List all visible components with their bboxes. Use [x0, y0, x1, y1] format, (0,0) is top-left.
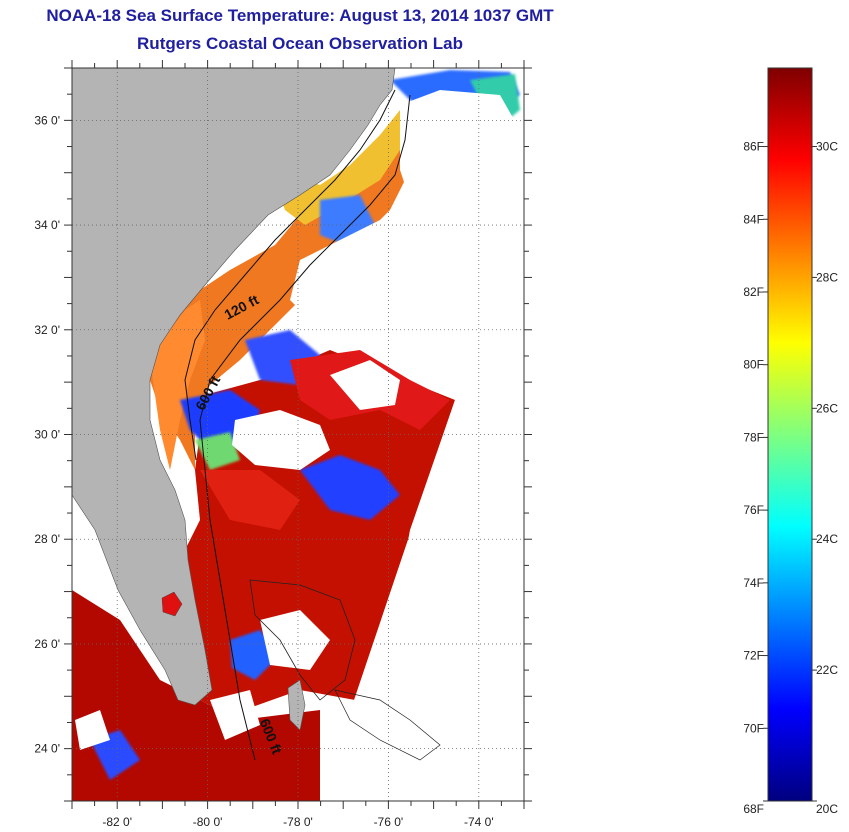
sst-field [72, 68, 524, 801]
lat-tick-label: 30 0' [34, 428, 60, 442]
lon-tick-label: -74 0' [464, 815, 494, 829]
colorbar-c-label: 20C [816, 802, 838, 816]
depth-contour-120ft [184, 89, 396, 461]
cloud-no-data-region [232, 410, 330, 470]
land-lake [161, 591, 183, 617]
land-bahamas-bank-outline [249, 579, 356, 701]
colorbar-f-label: 80F [743, 358, 764, 372]
cloud-no-data-region [75, 710, 110, 750]
sst-shelf-yellow [270, 110, 400, 225]
lat-tick-label: 28 0' [34, 532, 60, 546]
colorbar-c-label: 28C [816, 270, 838, 284]
lat-tick-label: 32 0' [34, 323, 60, 337]
cloud-no-data-region [330, 360, 400, 410]
sst-straits-water [72, 590, 320, 801]
map-frame: -82 0' -80 0' -78 0' -76 0' -74 0' 36 0' 34 0'… [34, 60, 532, 829]
colorbar-f-label: 78F [743, 430, 764, 444]
sst-cool-patch [300, 455, 400, 520]
land-southeast-us [72, 68, 396, 706]
colorbar: 68F 70F 72F 74F 76F 78F 80F 82F 84F 86F 20C 22C 24C 2… [743, 67, 838, 816]
colorbar-gradient [767, 67, 813, 802]
colorbar-f-label: 70F [743, 721, 764, 735]
sst-mid-patch [195, 432, 240, 470]
colorbar-c-label: 22C [816, 663, 838, 677]
sst-gulf-warm-water [72, 350, 455, 715]
lat-tick-label: 34 0' [34, 218, 60, 232]
cloud-no-data-region [400, 90, 520, 210]
colorbar-c-label: 26C [816, 401, 838, 415]
lat-tick-label: 36 0' [34, 113, 60, 127]
cloud-no-data-region [210, 690, 260, 740]
sst-hot-patch [200, 470, 300, 530]
colorbar-f-label: 84F [743, 212, 764, 226]
axis-ticks: -82 0' -80 0' -78 0' -76 0' -74 0' 36 0' 34 0'… [34, 60, 532, 829]
land-andros-island [287, 679, 306, 731]
map-title: NOAA-18 Sea Surface Temperature: August … [46, 6, 554, 25]
colorbar-f-label: 72F [743, 649, 764, 663]
colorbar-f-label: 74F [743, 576, 764, 590]
sst-inner-shelf-orange [150, 300, 205, 470]
cloud-no-data-region [290, 210, 470, 360]
colorbar-c-label: 30C [816, 140, 838, 154]
lon-tick-label: -82 0' [102, 815, 132, 829]
land-cay-outline [334, 689, 441, 761]
map-subtitle: Rutgers Coastal Ocean Observation Lab [137, 34, 463, 53]
colorbar-c-label: 24C [816, 532, 838, 546]
colorbar-f-label: 76F [743, 503, 764, 517]
colorbar-ticks: 68F 70F 72F 74F 76F 78F 80F 82F 84F 86F 20C 22C 24C 2… [743, 140, 838, 816]
lon-tick-label: -80 0' [193, 815, 223, 829]
gridlines [72, 68, 524, 801]
swath-outside-region [320, 68, 524, 801]
lat-tick-label: 26 0' [34, 637, 60, 651]
colorbar-f-label: 86F [743, 140, 764, 154]
cloud-no-data-region [260, 610, 330, 670]
lon-tick-label: -78 0' [283, 815, 313, 829]
colorbar-f-label: 82F [743, 285, 764, 299]
depth-contour-600ft [199, 94, 411, 761]
colorbar-f-label: 68F [743, 802, 764, 816]
lat-tick-label: 24 0' [34, 742, 60, 756]
lon-tick-label: -76 0' [374, 815, 404, 829]
